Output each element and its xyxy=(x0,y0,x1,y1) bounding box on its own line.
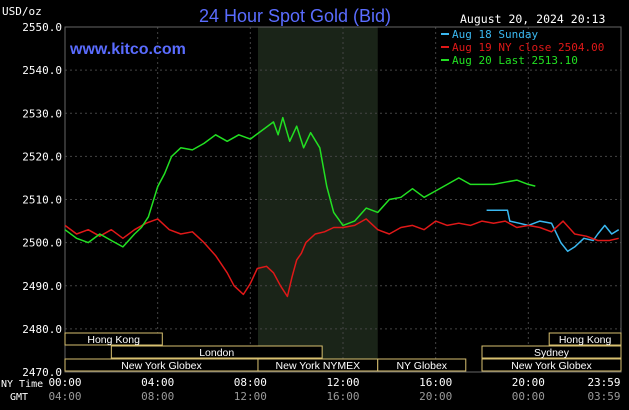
session-label: Sydney xyxy=(534,347,570,359)
y-tick-label: 2550.0 xyxy=(22,21,62,34)
session-box: New York NYMEX xyxy=(257,358,379,372)
chart-grid xyxy=(64,26,622,373)
session-label: Hong Kong xyxy=(87,334,140,346)
session-label: New York Globex xyxy=(121,360,202,372)
x-tick-ny: 16:00 xyxy=(419,376,452,389)
series-line-3 xyxy=(64,116,536,248)
x-tick-gmt: 00:00 xyxy=(512,390,545,403)
x-tick-gmt: 04:00 xyxy=(48,390,81,403)
session-frame xyxy=(548,332,622,346)
series-line-2 xyxy=(64,218,619,298)
session-frame xyxy=(64,332,163,346)
session-label: London xyxy=(199,347,234,359)
x-tick-ny: 23:59 xyxy=(587,376,620,389)
chart-title: 24 Hour Spot Gold (Bid) xyxy=(199,6,391,26)
x-tick-ny: 04:00 xyxy=(141,376,174,389)
x-axis-tick-labels: 00:0004:0004:0008:0008:0012:0012:0016:00… xyxy=(48,376,620,403)
y-axis-tick-labels: 2550.0 2540.0 2530.0 2520.0 2510.0 2500.0 2490… xyxy=(22,21,62,379)
series-line-1 xyxy=(486,209,620,253)
session-box: New York Globex xyxy=(64,358,259,372)
site-link[interactable]: www.kitco.com xyxy=(69,41,186,58)
unit-label: USD/oz xyxy=(2,5,42,18)
session-box: Sydney xyxy=(481,345,622,359)
x-tick-ny: 20:00 xyxy=(512,376,545,389)
y-tick-label: 2530.0 xyxy=(22,107,62,120)
session-box: Hong Kong xyxy=(548,332,622,346)
session-label: Hong Kong xyxy=(559,334,612,346)
ny-time-label: NY Time xyxy=(1,379,43,390)
y-tick-label: 2520.0 xyxy=(22,150,62,163)
session-box: New York Globex xyxy=(481,358,622,372)
legend-aug18: Aug 18 Sunday xyxy=(452,28,538,41)
session-label: NY Globex xyxy=(396,360,447,372)
y-tick-label: 2480.0 xyxy=(22,323,62,336)
session-frame xyxy=(481,358,622,372)
legend-aug19: Aug 19 NY close 2504.00 xyxy=(452,41,604,54)
x-tick-gmt: 03:59 xyxy=(587,390,620,403)
timestamp: August 20, 2024 20:13 xyxy=(460,12,605,26)
y-tick-label: 2510.0 xyxy=(22,194,62,207)
x-tick-ny: 12:00 xyxy=(326,376,359,389)
x-tick-gmt: 08:00 xyxy=(141,390,174,403)
session-frame xyxy=(110,345,323,359)
x-tick-gmt: 16:00 xyxy=(326,390,359,403)
x-tick-gmt: 20:00 xyxy=(419,390,452,403)
legend: Aug 18 Sunday Aug 19 NY close 2504.00 Au… xyxy=(441,28,604,67)
y-tick-label: 2540.0 xyxy=(22,64,62,77)
nymex-session-shade xyxy=(257,27,378,372)
session-label: New York Globex xyxy=(511,360,592,372)
plot-border xyxy=(64,26,622,373)
y-tick-label: 2500.0 xyxy=(22,237,62,250)
session-frame xyxy=(481,345,622,359)
session-frame xyxy=(377,358,467,372)
session-box: London xyxy=(110,345,323,359)
x-tick-gmt: 12:00 xyxy=(234,390,267,403)
session-box: Hong Kong xyxy=(64,332,163,346)
x-tick-ny: 00:00 xyxy=(48,376,81,389)
x-tick-ny: 08:00 xyxy=(234,376,267,389)
session-label: New York NYMEX xyxy=(276,360,361,372)
y-tick-label: 2470.0 xyxy=(22,366,62,379)
series-lines xyxy=(64,116,620,298)
y-tick-label: 2490.0 xyxy=(22,280,62,293)
session-box: NY Globex xyxy=(377,358,467,372)
gmt-label: GMT xyxy=(10,392,28,403)
legend-aug20: Aug 20 Last 2513.10 xyxy=(452,54,578,67)
